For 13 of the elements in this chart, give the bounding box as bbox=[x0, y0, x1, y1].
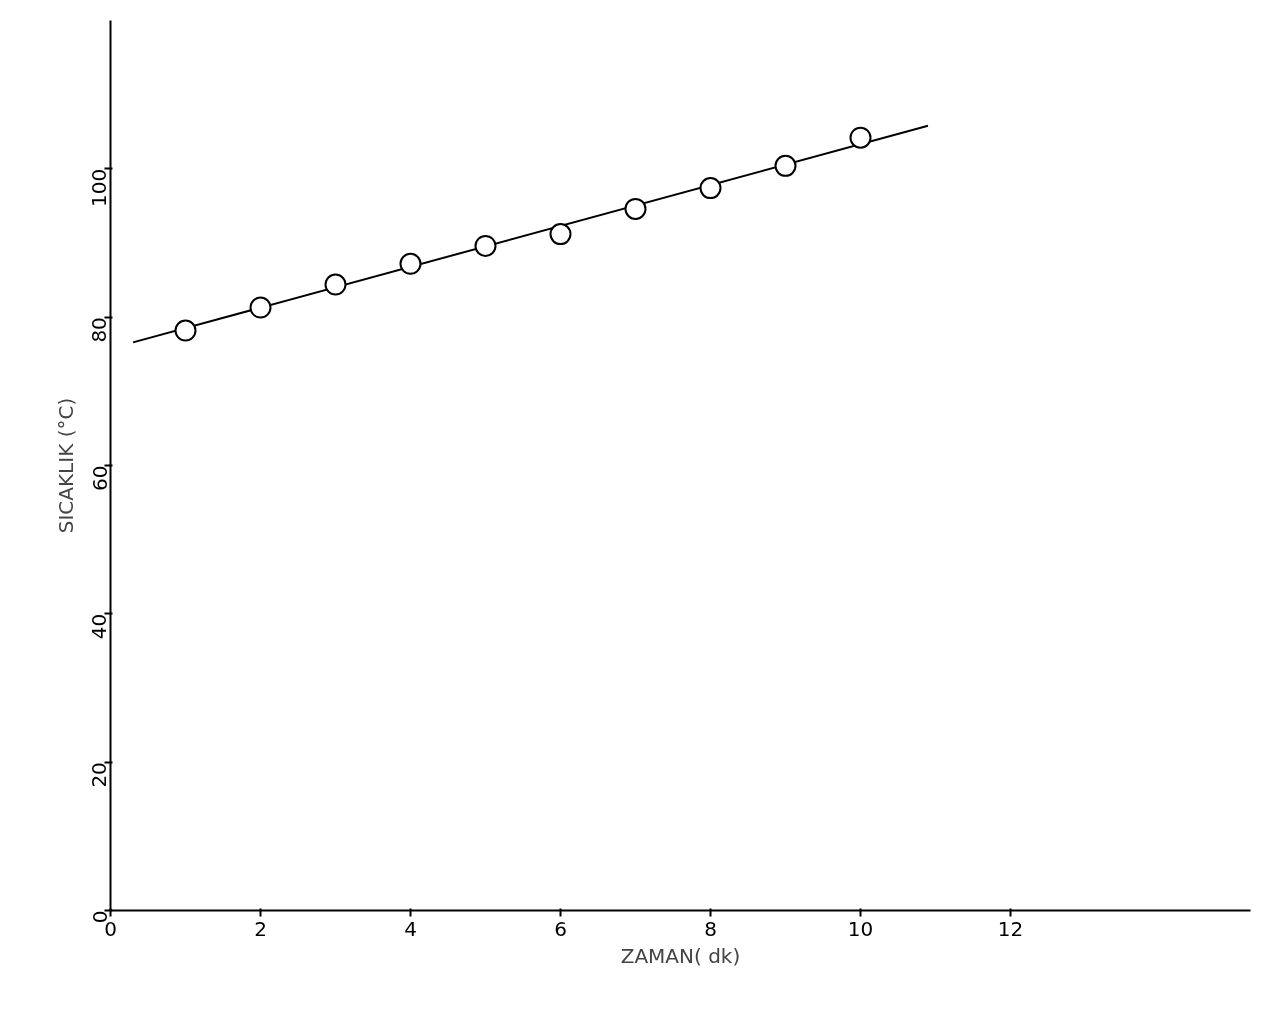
x-tick-label: 2 bbox=[254, 916, 267, 941]
y-tick-label: 60 bbox=[87, 465, 112, 491]
x-tick-label: 10 bbox=[847, 916, 874, 941]
y-tick-label: 20 bbox=[87, 762, 112, 788]
x-tick-label: 4 bbox=[404, 916, 417, 941]
y-tick-label: 100 bbox=[87, 168, 112, 208]
y-axis-title: SICAKLIK (°C) bbox=[53, 397, 78, 534]
x-tick-label: 8 bbox=[704, 916, 717, 941]
x-axis-title: ZAMAN( dk) bbox=[620, 943, 741, 968]
y-tick-label: 80 bbox=[87, 317, 112, 343]
x-tick-label: 12 bbox=[997, 916, 1024, 941]
x-tick-label: 6 bbox=[554, 916, 567, 941]
y-tick-label: 40 bbox=[87, 613, 112, 640]
